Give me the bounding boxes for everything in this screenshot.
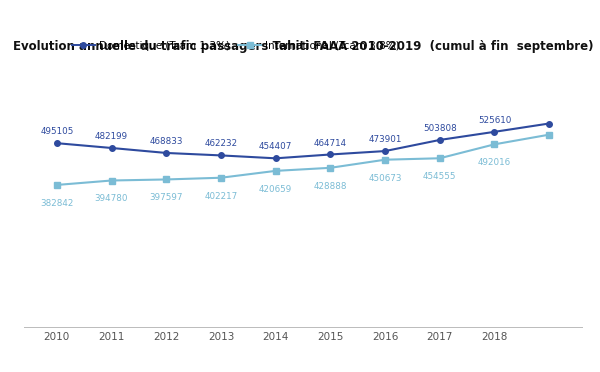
Domestique (Tcam 1.3%) (272, 156, 279, 161)
Text: 525610: 525610 (478, 116, 511, 125)
Domestique (Tcam 1.3%) (382, 149, 389, 153)
International (Tcam 3.8%) (163, 177, 170, 182)
Text: 468833: 468833 (149, 137, 183, 146)
Text: 454555: 454555 (423, 172, 457, 181)
Text: 394780: 394780 (95, 195, 128, 203)
Domestique (Tcam 1.3%) (217, 153, 224, 158)
International (Tcam 3.8%) (108, 178, 115, 183)
International (Tcam 3.8%) (436, 156, 443, 160)
International (Tcam 3.8%) (491, 142, 498, 147)
Text: 473901: 473901 (368, 135, 402, 144)
Domestique (Tcam 1.3%) (545, 121, 553, 126)
International (Tcam 3.8%) (272, 169, 279, 173)
Domestique (Tcam 1.3%) (53, 141, 61, 145)
Text: 492016: 492016 (478, 158, 511, 167)
International (Tcam 3.8%) (53, 183, 61, 187)
Legend: Domestique (Tcam 1.3%), International (Tcam 3.8%): Domestique (Tcam 1.3%), International (T… (72, 41, 400, 51)
Domestique (Tcam 1.3%) (163, 151, 170, 155)
Domestique (Tcam 1.3%) (108, 146, 115, 150)
Domestique (Tcam 1.3%) (436, 138, 443, 142)
Text: 464714: 464714 (314, 138, 347, 148)
Text: 402217: 402217 (205, 192, 238, 201)
Line: Domestique (Tcam 1.3%): Domestique (Tcam 1.3%) (54, 121, 552, 161)
Title: Evolution annuelle du trafic passagers Tahiti FAAA 2010-2019  (cumul à fin  sept: Evolution annuelle du trafic passagers T… (13, 40, 593, 53)
International (Tcam 3.8%) (382, 157, 389, 162)
Text: 428888: 428888 (314, 182, 347, 191)
Text: 482199: 482199 (95, 132, 128, 141)
Text: 462232: 462232 (205, 140, 238, 148)
Text: 450673: 450673 (368, 174, 402, 183)
International (Tcam 3.8%) (217, 176, 224, 180)
Text: 454407: 454407 (259, 142, 292, 151)
Line: International (Tcam 3.8%): International (Tcam 3.8%) (54, 132, 552, 188)
Text: 420659: 420659 (259, 185, 292, 194)
Text: 503808: 503808 (423, 124, 457, 133)
Text: 495105: 495105 (40, 127, 74, 136)
Text: 397597: 397597 (149, 193, 183, 202)
International (Tcam 3.8%) (327, 166, 334, 170)
Domestique (Tcam 1.3%) (327, 152, 334, 157)
Domestique (Tcam 1.3%) (491, 129, 498, 134)
International (Tcam 3.8%) (545, 132, 553, 137)
Text: 382842: 382842 (40, 199, 74, 208)
